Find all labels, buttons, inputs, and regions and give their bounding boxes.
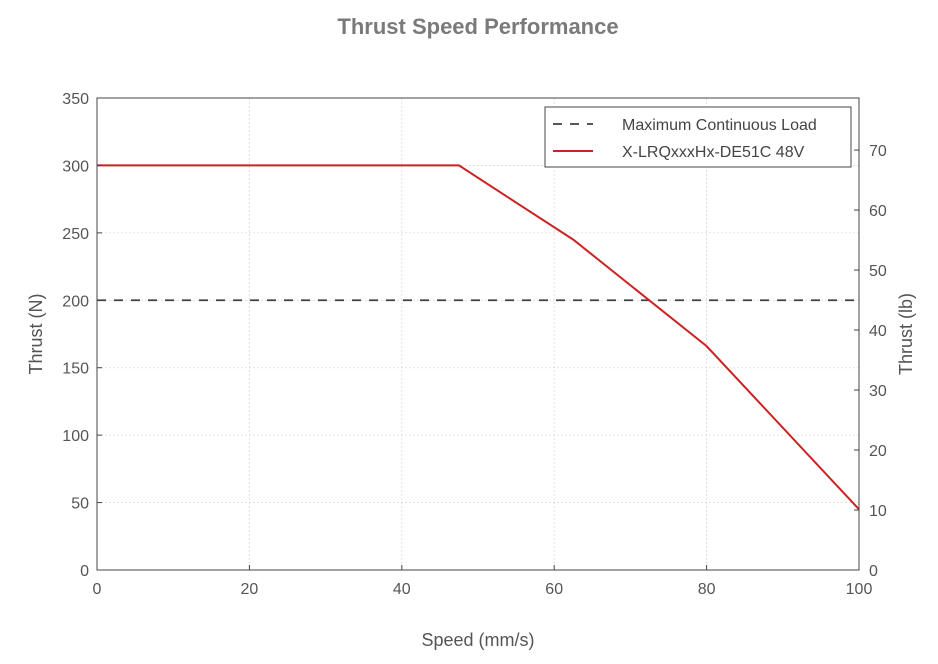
y-tick-label: 100 <box>62 428 89 445</box>
y-right-tick-label: 10 <box>869 503 887 520</box>
series-line-motor-thrust <box>97 164 860 510</box>
y-right-tick-label: 50 <box>869 263 887 280</box>
legend-label-motor: X-LRQxxxHx-DE51C 48V <box>622 144 805 161</box>
x-axis-label: Speed (mm/s) <box>421 630 534 650</box>
y-axis-right-ticks: 0 10 20 30 40 50 60 70 <box>854 143 887 580</box>
y-right-tick-label: 70 <box>869 143 887 160</box>
series-layer <box>97 164 860 510</box>
y-axis-label: Thrust (N) <box>26 294 46 375</box>
y-tick-label: 0 <box>80 563 89 580</box>
y-tick-label: 200 <box>62 293 89 310</box>
x-tick-label: 60 <box>545 581 563 598</box>
y-right-tick-label: 20 <box>869 443 887 460</box>
x-axis-ticks: 0 20 40 60 80 100 <box>93 565 873 598</box>
y-axis-ticks: 0 50 100 150 200 250 300 350 <box>62 91 102 580</box>
y-right-tick-label: 0 <box>869 563 878 580</box>
y-tick-label: 50 <box>71 496 89 513</box>
legend-label-continuous-load: Maximum Continuous Load <box>622 117 817 134</box>
y-right-tick-label: 60 <box>869 203 887 220</box>
x-tick-label: 20 <box>241 581 259 598</box>
chart-title: Thrust Speed Performance <box>337 14 618 39</box>
plot-frame <box>96 97 860 571</box>
y-axis-right-label: Thrust (lb) <box>896 293 916 375</box>
legend: Maximum Continuous Load X-LRQxxxHx-DE51C… <box>544 106 852 168</box>
x-tick-label: 100 <box>846 581 873 598</box>
y-right-tick-label: 40 <box>869 323 887 340</box>
y-right-tick-label: 30 <box>869 383 887 400</box>
y-tick-label: 150 <box>62 361 89 378</box>
y-tick-label: 250 <box>62 226 89 243</box>
x-tick-label: 40 <box>393 581 411 598</box>
y-tick-label: 350 <box>62 91 89 108</box>
x-tick-label: 80 <box>698 581 716 598</box>
legend-box <box>544 106 852 168</box>
x-tick-label: 0 <box>93 581 102 598</box>
y-tick-label: 300 <box>62 158 89 175</box>
grid-lines <box>96 97 860 571</box>
